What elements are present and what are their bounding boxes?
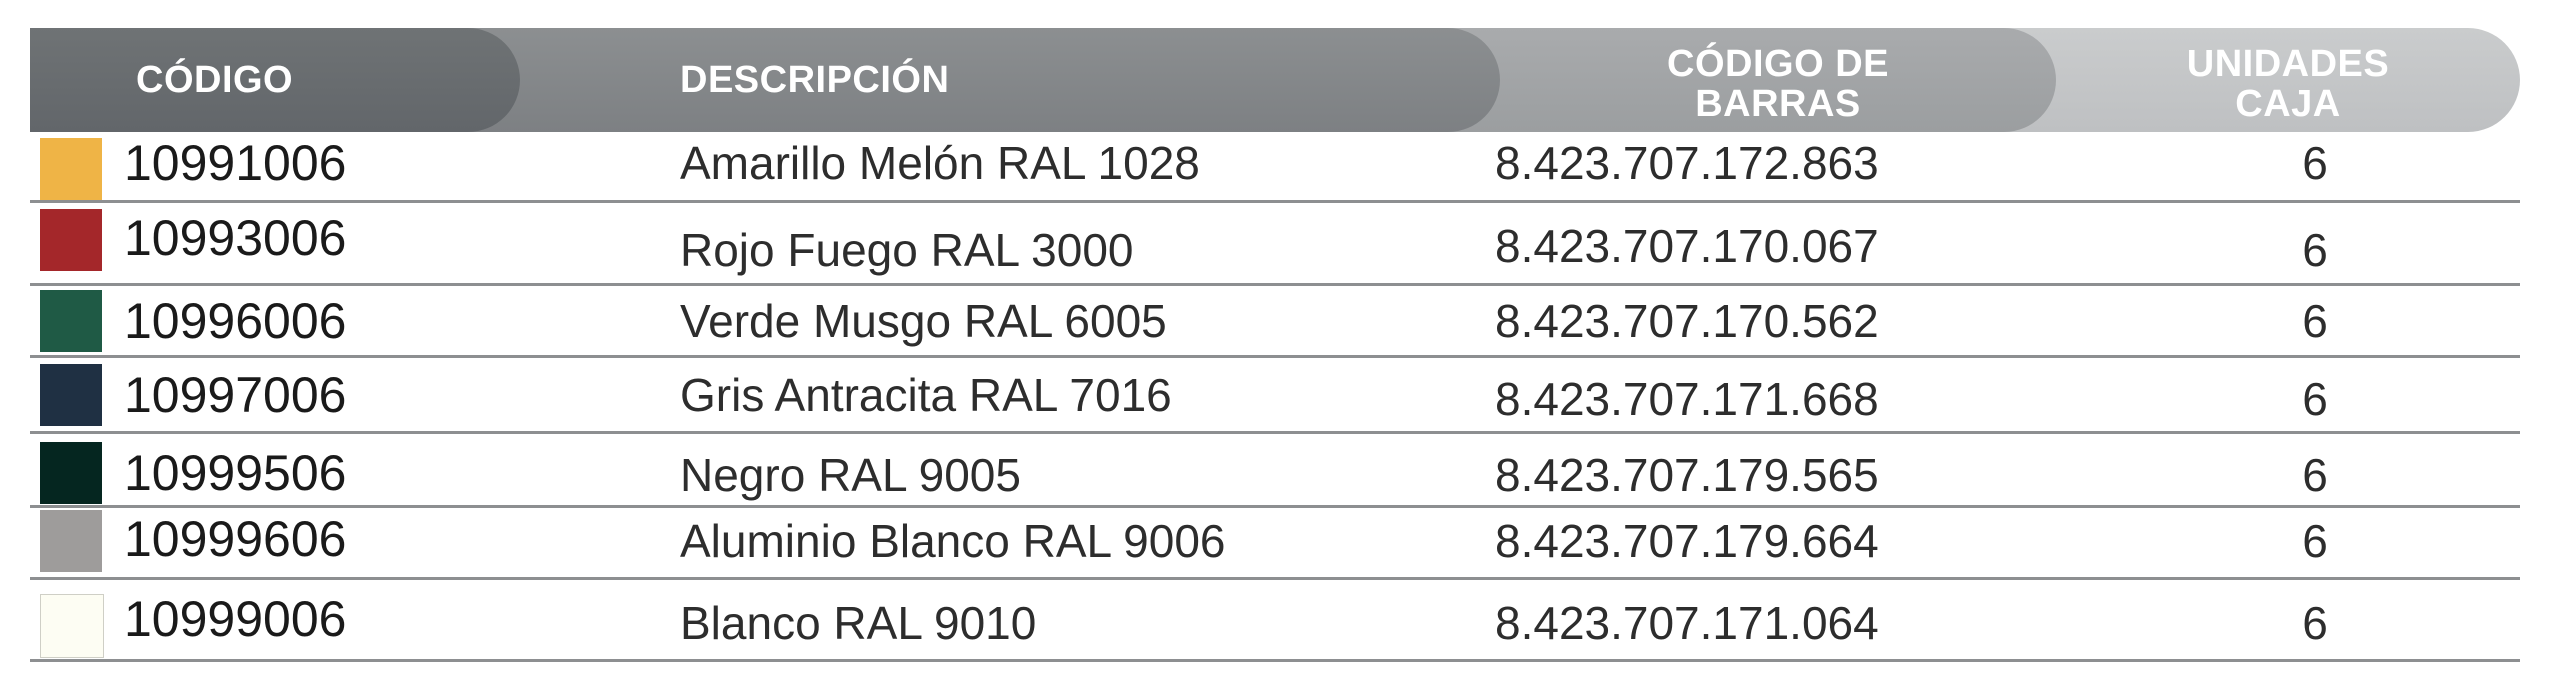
row-unidades: 6 (2302, 137, 2328, 189)
header-barras-line1: CÓDIGO DE (1667, 43, 1889, 85)
header-unidades-line1: UNIDADES (2186, 43, 2390, 85)
row-codigo: 10993006 (124, 210, 347, 266)
table-row: 10993006 Rojo Fuego RAL 3000 8.423.707.1… (30, 203, 2520, 286)
color-swatch (40, 594, 104, 658)
row-codigo-barras: 8.423.707.179.565 (1495, 449, 1879, 501)
row-unidades: 6 (2302, 597, 2328, 649)
table-body: 10991006 Amarillo Melón RAL 1028 8.423.7… (30, 132, 2520, 662)
table-row: 10997006 Gris Antracita RAL 7016 8.423.7… (30, 358, 2520, 434)
table-row: 10991006 Amarillo Melón RAL 1028 8.423.7… (30, 132, 2520, 203)
row-codigo-barras: 8.423.707.172.863 (1495, 137, 1879, 189)
row-descripcion: Negro RAL 9005 (680, 449, 1021, 501)
row-descripcion: Blanco RAL 9010 (680, 597, 1037, 649)
row-unidades: 6 (2302, 515, 2328, 567)
table-row: 10996006 Verde Musgo RAL 6005 8.423.707.… (30, 286, 2520, 358)
row-codigo: 10996006 (124, 293, 347, 349)
color-swatch (40, 442, 102, 504)
header-descripcion-label: DESCRIPCIÓN (680, 58, 950, 101)
table-row: 10999506 Negro RAL 9005 8.423.707.179.56… (30, 434, 2520, 508)
row-descripcion: Verde Musgo RAL 6005 (680, 295, 1167, 347)
row-codigo-barras: 8.423.707.170.562 (1495, 295, 1879, 347)
row-codigo-barras: 8.423.707.179.664 (1495, 515, 1879, 567)
row-unidades: 6 (2302, 224, 2328, 276)
table-row: 10999606 Aluminio Blanco RAL 9006 8.423.… (30, 508, 2520, 580)
row-unidades: 6 (2302, 449, 2328, 501)
color-swatch (40, 290, 102, 352)
row-descripcion: Aluminio Blanco RAL 9006 (680, 515, 1226, 567)
row-codigo: 10999606 (124, 511, 347, 567)
table-header: UNIDADES CAJA CÓDIGO DE BARRAS DESCRIPCI… (30, 28, 2520, 132)
product-table: UNIDADES CAJA CÓDIGO DE BARRAS DESCRIPCI… (30, 28, 2520, 662)
color-swatch (40, 364, 102, 426)
header-unidades-line2: CAJA (2235, 83, 2341, 125)
row-descripcion: Amarillo Melón RAL 1028 (680, 137, 1200, 189)
row-codigo: 10999506 (124, 445, 347, 501)
row-descripcion: Rojo Fuego RAL 3000 (680, 224, 1134, 276)
row-codigo: 10991006 (124, 135, 347, 191)
row-descripcion: Gris Antracita RAL 7016 (680, 369, 1172, 421)
row-codigo: 10999006 (124, 591, 347, 647)
header-codigo: CÓDIGO (30, 28, 520, 132)
row-unidades: 6 (2302, 295, 2328, 347)
row-codigo: 10997006 (124, 367, 347, 423)
row-codigo-barras: 8.423.707.170.067 (1495, 220, 1879, 272)
header-codigo-label: CÓDIGO (136, 58, 294, 101)
table-row: 10999006 Blanco RAL 9010 8.423.707.171.0… (30, 580, 2520, 662)
color-swatch (40, 138, 102, 200)
row-codigo-barras: 8.423.707.171.064 (1495, 597, 1879, 649)
color-swatch (40, 510, 102, 572)
row-unidades: 6 (2302, 373, 2328, 425)
color-swatch (40, 209, 102, 271)
row-codigo-barras: 8.423.707.171.668 (1495, 373, 1879, 425)
header-barras-line2: BARRAS (1695, 83, 1861, 125)
